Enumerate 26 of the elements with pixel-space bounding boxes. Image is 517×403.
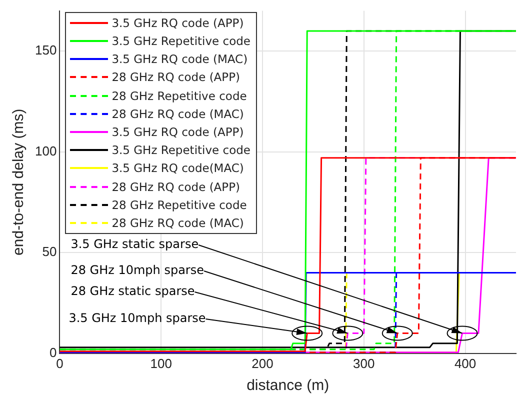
legend-label: 3.5 GHz Repetitive code xyxy=(112,34,250,48)
y-tick-label: 100 xyxy=(34,143,57,158)
legend-label: 28 GHz Repetitive code xyxy=(112,88,247,103)
legend-label: 28 GHz Repetitive code xyxy=(112,198,247,212)
x-tick-label: 300 xyxy=(353,356,375,371)
legend-label: 28 GHz RQ code (MAC) xyxy=(112,106,244,121)
annotation: 28 GHz 10mph sparse xyxy=(70,263,204,278)
y-tick-label: 0 xyxy=(49,344,57,360)
x-tick-label: 400 xyxy=(454,356,476,371)
x-axis-title: distance (m) xyxy=(246,377,330,394)
x-tick-label: 200 xyxy=(252,356,274,371)
legend-label: 3.5 GHz RQ code (APP) xyxy=(112,16,244,30)
legend-label: 3.5 GHz Repetitive code xyxy=(112,143,250,158)
y-tick-label: 150 xyxy=(34,42,57,58)
y-axis-title: end-to-end delay (ms) xyxy=(10,108,28,256)
legend-label: 28 GHz RQ code (APP) xyxy=(112,180,240,194)
legend-label: 3.5 GHz RQ code (APP) xyxy=(112,125,244,140)
annotation: 3.5 GHz static sparse xyxy=(70,237,199,252)
x-tick-label: 100 xyxy=(150,356,172,371)
y-tick-label: 50 xyxy=(42,244,57,260)
legend-label: 28 GHz RQ code (MAC) xyxy=(112,216,244,230)
legend-label: 3.5 GHz RQ code(MAC) xyxy=(112,161,244,176)
annotation: 28 GHz static sparse xyxy=(70,284,195,298)
legend-label: 28 GHz RQ code (APP) xyxy=(112,70,240,84)
legend-label: 3.5 GHz RQ code (MAC) xyxy=(112,52,248,66)
annotation: 3.5 GHz 10mph sparse xyxy=(68,311,206,326)
